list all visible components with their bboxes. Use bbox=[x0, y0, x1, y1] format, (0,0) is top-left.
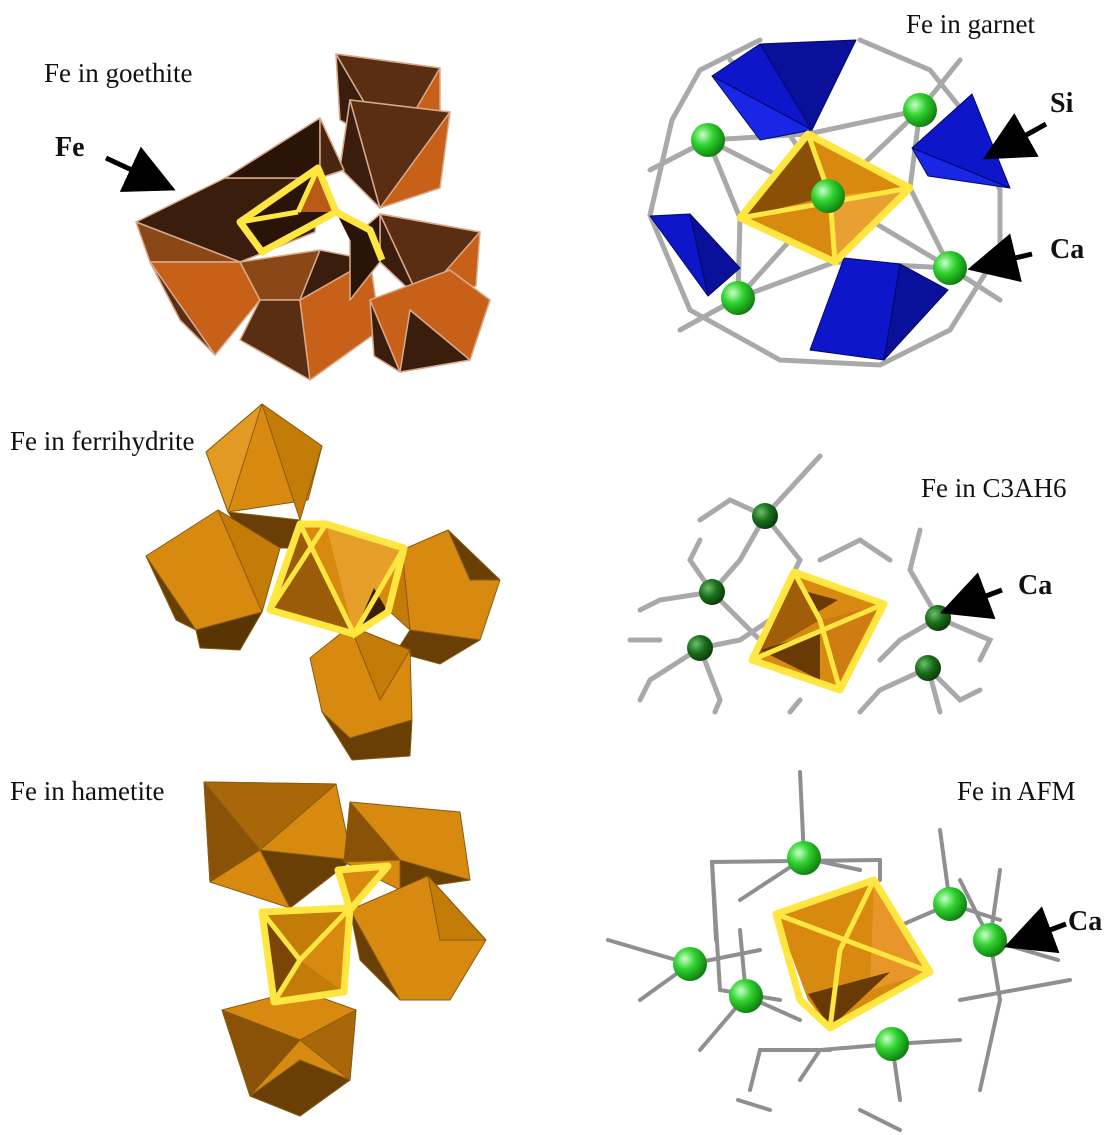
goethite-fe-label: Fe bbox=[55, 132, 85, 163]
goethite-fe-arrow bbox=[104, 146, 176, 192]
c3ah6-fe-octahedron bbox=[748, 568, 888, 694]
hametite-polyhedra bbox=[203, 781, 487, 1117]
ferrihydrite-fe-octahedron bbox=[266, 520, 408, 640]
afm-ca-label: Ca bbox=[1068, 906, 1102, 937]
garnet-panel: Fe in garnet bbox=[647, 9, 1084, 368]
c3ah6-panel: Fe in C3AH6 bbox=[627, 453, 1067, 715]
garnet-ca-atoms bbox=[691, 93, 967, 315]
afm-fe-octahedron bbox=[772, 876, 934, 1032]
hametite-fe-octahedra bbox=[258, 862, 392, 1006]
ferrihydrite-title: Fe in ferrihydrite bbox=[10, 426, 194, 456]
ferrihydrite-panel: Fe in ferrihydrite bbox=[10, 403, 501, 761]
garnet-title: Fe in garnet bbox=[906, 9, 1035, 39]
c3ah6-bonds bbox=[627, 453, 994, 715]
garnet-ca-label: Ca bbox=[1050, 234, 1084, 265]
garnet-si-tetrahedra bbox=[649, 39, 1011, 361]
afm-ca-atoms bbox=[673, 841, 1007, 1061]
afm-panel: Fe in AFM bbox=[606, 770, 1102, 1132]
garnet-si-arrow bbox=[982, 113, 1048, 160]
goethite-panel: Fe in goethite bbox=[44, 53, 491, 381]
garnet-si-label: Si bbox=[1050, 88, 1074, 119]
goethite-title: Fe in goethite bbox=[44, 58, 192, 88]
goethite-fe-octahedron bbox=[236, 164, 386, 262]
afm-ca-arrow bbox=[1003, 906, 1067, 954]
c3ah6-title: Fe in C3AH6 bbox=[921, 473, 1067, 503]
hametite-title: Fe in hametite bbox=[10, 776, 164, 806]
hametite-panel: Fe in hametite bbox=[10, 776, 487, 1117]
c3ah6-ca-label: Ca bbox=[1018, 570, 1052, 601]
garnet-ca-arrow bbox=[967, 233, 1033, 283]
c3ah6-ca-arrow bbox=[939, 572, 1003, 620]
afm-title: Fe in AFM bbox=[957, 776, 1076, 806]
goethite-polyhedra bbox=[135, 53, 491, 381]
